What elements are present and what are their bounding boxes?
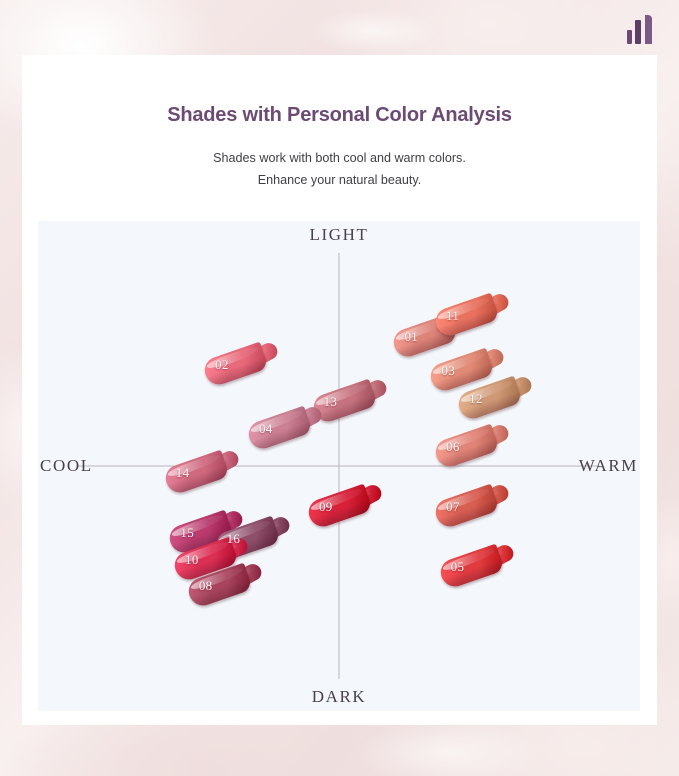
logo-bar-1: [627, 30, 632, 44]
color-analysis-chart: LIGHT DARK COOL WARM 02 01 11 03 12 13 04 06 14 0…: [38, 221, 640, 711]
swatch-number: 11: [446, 308, 460, 324]
swatch-number: 07: [446, 499, 460, 515]
page-title: Shades with Personal Color Analysis: [167, 104, 512, 126]
swatch-smear: [432, 293, 500, 340]
shade-swatch-07[interactable]: 07: [432, 482, 512, 531]
axis-label-light: LIGHT: [309, 225, 369, 244]
shade-swatch-05[interactable]: 05: [436, 541, 516, 591]
swatch-smear: [161, 450, 230, 497]
swatch-number: 14: [175, 465, 190, 481]
swatch-smear: [245, 405, 313, 452]
swatch-smear: [201, 341, 269, 389]
swatch-number: 04: [258, 420, 273, 436]
shade-swatch-15[interactable]: 15: [166, 508, 246, 557]
swatch-smear: [432, 423, 500, 471]
swatch-number: 03: [441, 362, 456, 378]
swatch-number: 15: [180, 525, 194, 541]
axis-label-cool: COOL: [40, 456, 93, 475]
subtitle-line-2: Enhance your natural beauty.: [257, 173, 422, 187]
swatch-number: 16: [226, 530, 241, 546]
swatch-number: 05: [450, 558, 465, 574]
shade-swatch-01[interactable]: 01: [390, 311, 470, 361]
subtitle-line-1: Shades work with both cool and warm colo…: [213, 151, 466, 165]
logo-bar-2: [635, 20, 641, 44]
horizontal-axis: [78, 465, 600, 467]
swatch-smear: [436, 543, 505, 591]
shade-swatch-04[interactable]: 04: [245, 403, 325, 452]
swatch-number: 01: [404, 328, 419, 344]
shade-swatch-08[interactable]: 08: [185, 560, 265, 610]
logo-bar-3: [645, 15, 652, 44]
shade-swatch-13[interactable]: 13: [309, 377, 389, 426]
shade-swatch-03[interactable]: 03: [427, 345, 507, 394]
swatch-number: 09: [319, 499, 333, 515]
bar-logo-icon: [627, 14, 653, 44]
shade-swatch-09[interactable]: 09: [305, 482, 385, 531]
shade-swatch-11[interactable]: 11: [432, 291, 512, 340]
shade-swatch-16[interactable]: 16: [212, 513, 292, 563]
shade-swatch-10[interactable]: 10: [171, 534, 251, 583]
shade-swatch-02[interactable]: 02: [201, 339, 281, 389]
swatch-number: 02: [215, 357, 229, 373]
swatch-smear: [432, 483, 500, 531]
swatch-number: 10: [185, 551, 199, 567]
content-card: Shades with Personal Color Analysis Shad…: [22, 55, 657, 725]
swatch-number: 12: [469, 390, 483, 406]
axis-label-dark: DARK: [311, 687, 367, 706]
shade-swatch-12[interactable]: 12: [455, 373, 535, 423]
shade-swatch-06[interactable]: 06: [432, 422, 512, 471]
swatch-number: 08: [198, 577, 213, 593]
swatch-number: 06: [446, 439, 460, 455]
swatch-number: 13: [323, 394, 338, 410]
axis-label-warm: WARM: [578, 456, 638, 475]
shade-swatch-14[interactable]: 14: [161, 448, 242, 497]
